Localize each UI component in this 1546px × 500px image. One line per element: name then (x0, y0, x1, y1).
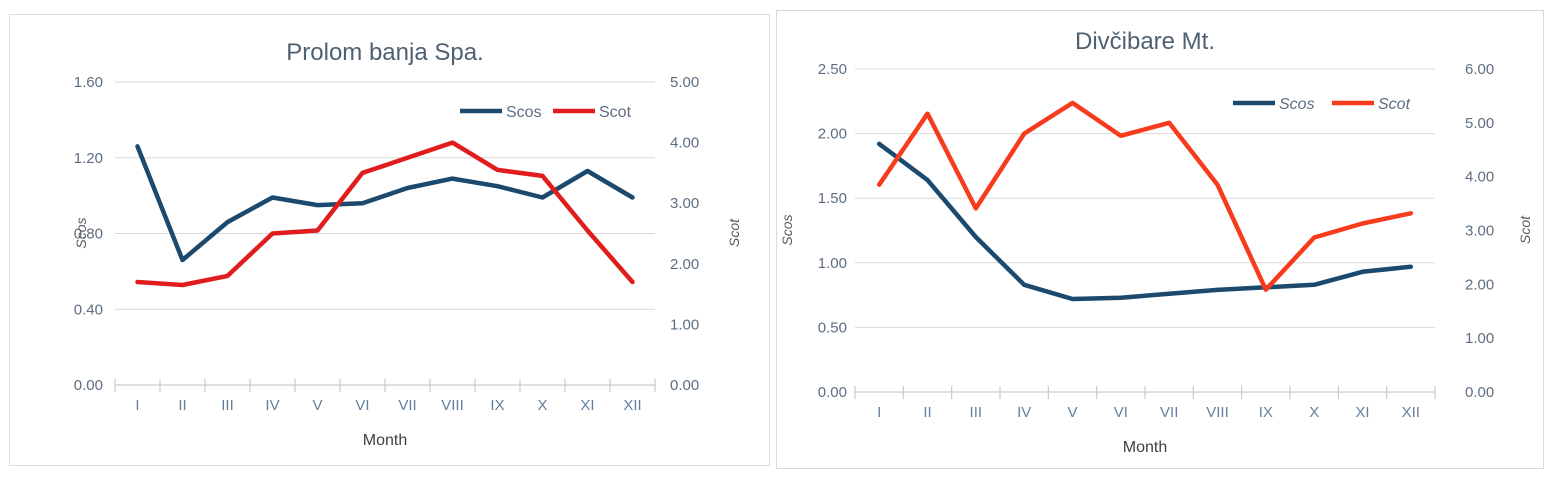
y-axis-tick-label-right: 5.00 (670, 74, 699, 91)
y-axis-tick-label-left: 1.00 (818, 255, 847, 272)
x-axis-tick-label: III (221, 397, 234, 414)
y-axis-title-left: Scos (73, 217, 89, 248)
x-axis-tick-label: XII (1402, 404, 1420, 421)
y-axis-tick-label-left: 1.20 (74, 150, 103, 167)
series-line-scos[interactable] (135, 144, 635, 263)
x-axis-tick-label: I (877, 404, 881, 421)
x-axis-tick-label: XII (623, 397, 641, 414)
x-axis-title: Month (363, 432, 407, 449)
y-axis-tick-label-right: 0.00 (1465, 384, 1494, 401)
y-axis-tick-label-right: 0.00 (670, 377, 699, 394)
x-axis-tick-label: VI (355, 397, 369, 414)
y-axis-title-left: Scos (779, 214, 795, 245)
y-axis-tick-label-right: 2.00 (670, 256, 699, 273)
y-axis-tick-label-left: 0.80 (74, 226, 103, 243)
y-axis-tick-label-right: 4.00 (670, 135, 699, 152)
y-axis-tick-label-right: 1.00 (670, 316, 699, 333)
y-axis-title-right: Scot (1517, 215, 1533, 244)
x-axis-tick-label: II (923, 404, 931, 421)
x-axis-tick-label: IX (490, 397, 504, 414)
y-axis-tick-label-left: 0.40 (74, 301, 103, 318)
chart-title: Prolom banja Spa. (286, 39, 483, 66)
y-axis-tick-label-left: 0.00 (818, 384, 847, 401)
legend-label-scos[interactable]: Scos (506, 104, 542, 121)
x-axis-tick-label: X (537, 397, 547, 414)
series-line-scos[interactable] (876, 141, 1414, 302)
chart-card-prolom-banja-spa[interactable]: 1.60 1.20 0.80 0.40 0.00 5.00 4.00 3.00 2.00 1.00… (9, 14, 770, 466)
chart-title: Divčibare Mt. (1075, 28, 1215, 55)
y-axis-tick-label-left: 0.00 (74, 377, 103, 394)
x-axis-tick-label: VIII (441, 397, 464, 414)
x-axis-tick-label: III (970, 404, 983, 421)
legend-label-scot[interactable]: Scot (1378, 96, 1411, 113)
y-axis-tick-label-right: 5.00 (1465, 115, 1494, 132)
line-chart-divcibare-mt: 2.50 2.00 1.50 1.00 0.50 0.00 6.00 5.00 4.00 3.00… (779, 28, 1533, 456)
y-axis-tick-label-left: 2.00 (818, 126, 847, 143)
y-axis-tick-label-right: 3.00 (670, 195, 699, 212)
y-axis-tick-label-left: 1.50 (818, 190, 847, 207)
x-axis-tick-label: VII (1160, 404, 1178, 421)
y-axis-tick-label-left: 0.50 (818, 319, 847, 336)
x-axis-tick-label: IX (1259, 404, 1273, 421)
y-axis-tick-label-right: 6.00 (1465, 61, 1494, 78)
x-axis-tick-label: X (1309, 404, 1319, 421)
x-axis-tick-label: VI (1114, 404, 1128, 421)
x-axis-tick-label: VII (398, 397, 416, 414)
y-axis-tick-label-right: 3.00 (1465, 223, 1494, 240)
x-axis-tick-label: V (1067, 404, 1077, 421)
legend-label-scos[interactable]: Scos (1279, 96, 1315, 113)
y-axis-tick-label-right: 1.00 (1465, 330, 1494, 347)
x-axis-tick-label: IV (265, 397, 279, 414)
series-line-scot[interactable] (135, 140, 635, 288)
x-axis-tick-label: XI (580, 397, 594, 414)
x-axis-tick-label: I (135, 397, 139, 414)
y-axis-title-right: Scot (726, 218, 742, 247)
y-axis-tick-label-right: 2.00 (1465, 276, 1494, 293)
x-axis-tick-label: IV (1017, 404, 1031, 421)
x-axis-tick-label: V (312, 397, 322, 414)
y-axis-tick-label-left: 2.50 (818, 61, 847, 78)
line-chart-prolom-banja-spa: 1.60 1.20 0.80 0.40 0.00 5.00 4.00 3.00 2.00 1.00… (73, 39, 742, 449)
series-line-scot[interactable] (876, 100, 1414, 292)
x-axis-tick-label: XI (1355, 404, 1369, 421)
chart-card-divcibare-mt[interactable]: 2.50 2.00 1.50 1.00 0.50 0.00 6.00 5.00 4.00 3.00… (776, 10, 1544, 469)
x-axis-title: Month (1123, 439, 1167, 456)
x-axis-tick-label: VIII (1206, 404, 1229, 421)
y-axis-tick-label-right: 4.00 (1465, 169, 1494, 186)
y-axis-tick-label-left: 1.60 (74, 74, 103, 91)
legend-label-scot[interactable]: Scot (599, 104, 632, 121)
x-axis-tick-label: II (178, 397, 186, 414)
